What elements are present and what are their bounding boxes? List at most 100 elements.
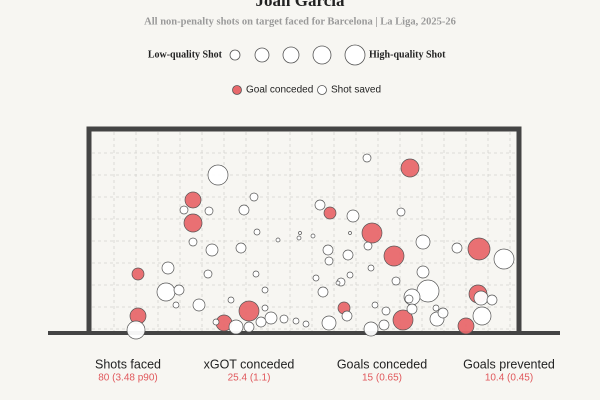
shot (212, 318, 220, 326)
shot (473, 290, 489, 306)
shot (416, 265, 430, 279)
shot (324, 256, 334, 266)
legend-circle (312, 45, 332, 65)
shot (321, 315, 337, 331)
stat-value: 80 (3.48 p90) (98, 373, 158, 384)
shot (192, 298, 206, 312)
shot (172, 301, 180, 309)
shot (317, 286, 329, 298)
shot (203, 269, 213, 279)
shot (335, 280, 341, 286)
shot (346, 209, 360, 223)
shot (432, 304, 440, 312)
shot (348, 231, 352, 235)
shot (346, 271, 354, 279)
shot (392, 309, 414, 331)
shot (261, 286, 269, 294)
shot (131, 267, 145, 281)
size-legend-circles (229, 44, 366, 66)
shot (323, 206, 337, 220)
stat-label: Shots faced (95, 357, 161, 371)
shot (255, 316, 267, 328)
shot (264, 311, 278, 325)
size-legend-low: Low-quality Shot (148, 49, 223, 60)
shot (302, 320, 310, 328)
goal-posts (86, 126, 522, 333)
shot (341, 310, 353, 322)
stat-value: 25.4 (1.1) (228, 373, 271, 384)
shot (312, 274, 320, 282)
legend-circle (344, 44, 366, 66)
shot (378, 319, 390, 331)
chart-title: Joan García (256, 0, 345, 10)
shot (296, 235, 302, 241)
shot (472, 306, 492, 326)
shot (486, 294, 498, 306)
shot (362, 153, 372, 163)
shot (179, 205, 189, 215)
legend-label: Shot saved (331, 85, 381, 96)
shot (261, 304, 269, 312)
shot (363, 321, 379, 337)
shot (451, 242, 463, 254)
shot (371, 301, 379, 309)
shots (126, 153, 515, 340)
shot (391, 276, 401, 286)
shot (363, 241, 373, 251)
goal-net (92, 132, 516, 331)
chart-subtitle: All non-penalty shots on target faced fo… (144, 16, 456, 27)
shot (292, 317, 300, 325)
shot (253, 228, 261, 236)
legend-marker (232, 85, 242, 95)
shot (367, 264, 375, 272)
shot (342, 249, 354, 261)
shot (252, 270, 260, 278)
legend-label: Goal conceded (246, 85, 313, 96)
shot (457, 317, 475, 335)
shot (243, 321, 255, 333)
shot (235, 242, 247, 254)
shot (173, 284, 185, 296)
shot (228, 319, 244, 335)
shot (126, 320, 146, 340)
shot (467, 237, 491, 261)
shot (396, 207, 406, 217)
shot (322, 244, 334, 256)
shot (238, 300, 260, 322)
legend-circle (254, 47, 270, 63)
shot (183, 213, 203, 233)
shot (437, 307, 449, 319)
shot (279, 314, 289, 324)
shot (416, 279, 440, 303)
stat-label: Goals conceded (337, 357, 427, 371)
shot (204, 206, 214, 216)
shot (493, 248, 515, 270)
shot (314, 199, 326, 211)
shot (238, 204, 250, 216)
shot (249, 192, 259, 202)
shot (400, 158, 420, 178)
shot (381, 306, 391, 316)
legend-circle (229, 49, 241, 61)
shot (383, 245, 405, 267)
shot (207, 164, 229, 186)
shot (406, 303, 418, 315)
shot (298, 231, 302, 235)
stat-value: 15 (0.65) (362, 373, 402, 384)
stat-label: Goals prevented (463, 357, 555, 371)
shot (310, 233, 316, 239)
shot (361, 222, 383, 244)
shot (415, 234, 431, 250)
stat-label: xGOT conceded (204, 357, 295, 371)
shot (205, 243, 219, 257)
shot (404, 294, 414, 304)
shot (275, 237, 281, 243)
shot (161, 261, 175, 275)
stat-value: 10.4 (0.45) (485, 373, 533, 384)
legend-marker (317, 85, 327, 95)
shot (156, 282, 176, 302)
shot (188, 237, 198, 247)
shot (184, 191, 202, 209)
